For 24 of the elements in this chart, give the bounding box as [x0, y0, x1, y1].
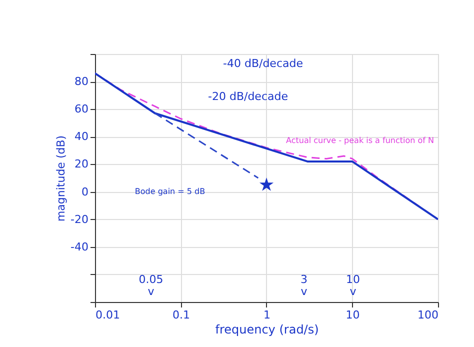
annotation: 10 — [346, 273, 360, 286]
annotation: v — [300, 285, 308, 298]
y-tick-label: -20 — [70, 212, 88, 226]
y-tick-label: 60 — [74, 102, 88, 116]
y-tick-label: -40 — [70, 240, 88, 254]
x-tick-label: 10 — [346, 308, 360, 322]
x-axis-title: frequency (rad/s) — [215, 322, 319, 336]
y-tick-label: 40 — [74, 130, 88, 144]
y-tick-label: 20 — [74, 158, 88, 171]
y-tick-label: 0 — [82, 185, 88, 198]
annotation: Actual curve - peak is a function of N — [286, 136, 434, 145]
y-tick-label: 80 — [74, 75, 88, 88]
annotation: v — [148, 285, 155, 298]
y-axis-title: magnitude (dB) — [54, 135, 68, 222]
annotation: v — [350, 285, 357, 298]
x-tick-label: 100 — [418, 308, 438, 322]
annotation: Bode gain = 5 dB — [134, 187, 206, 196]
annotation: -40 dB/decade — [223, 57, 304, 70]
annotation: 0.05 — [138, 273, 164, 286]
x-tick-label: 0.01 — [96, 308, 120, 322]
x-tick-label: 1 — [264, 308, 270, 322]
annotation: 3 — [300, 273, 308, 286]
x-tick-label: 0.1 — [172, 308, 190, 322]
annotation: -20 dB/decade — [208, 90, 288, 103]
